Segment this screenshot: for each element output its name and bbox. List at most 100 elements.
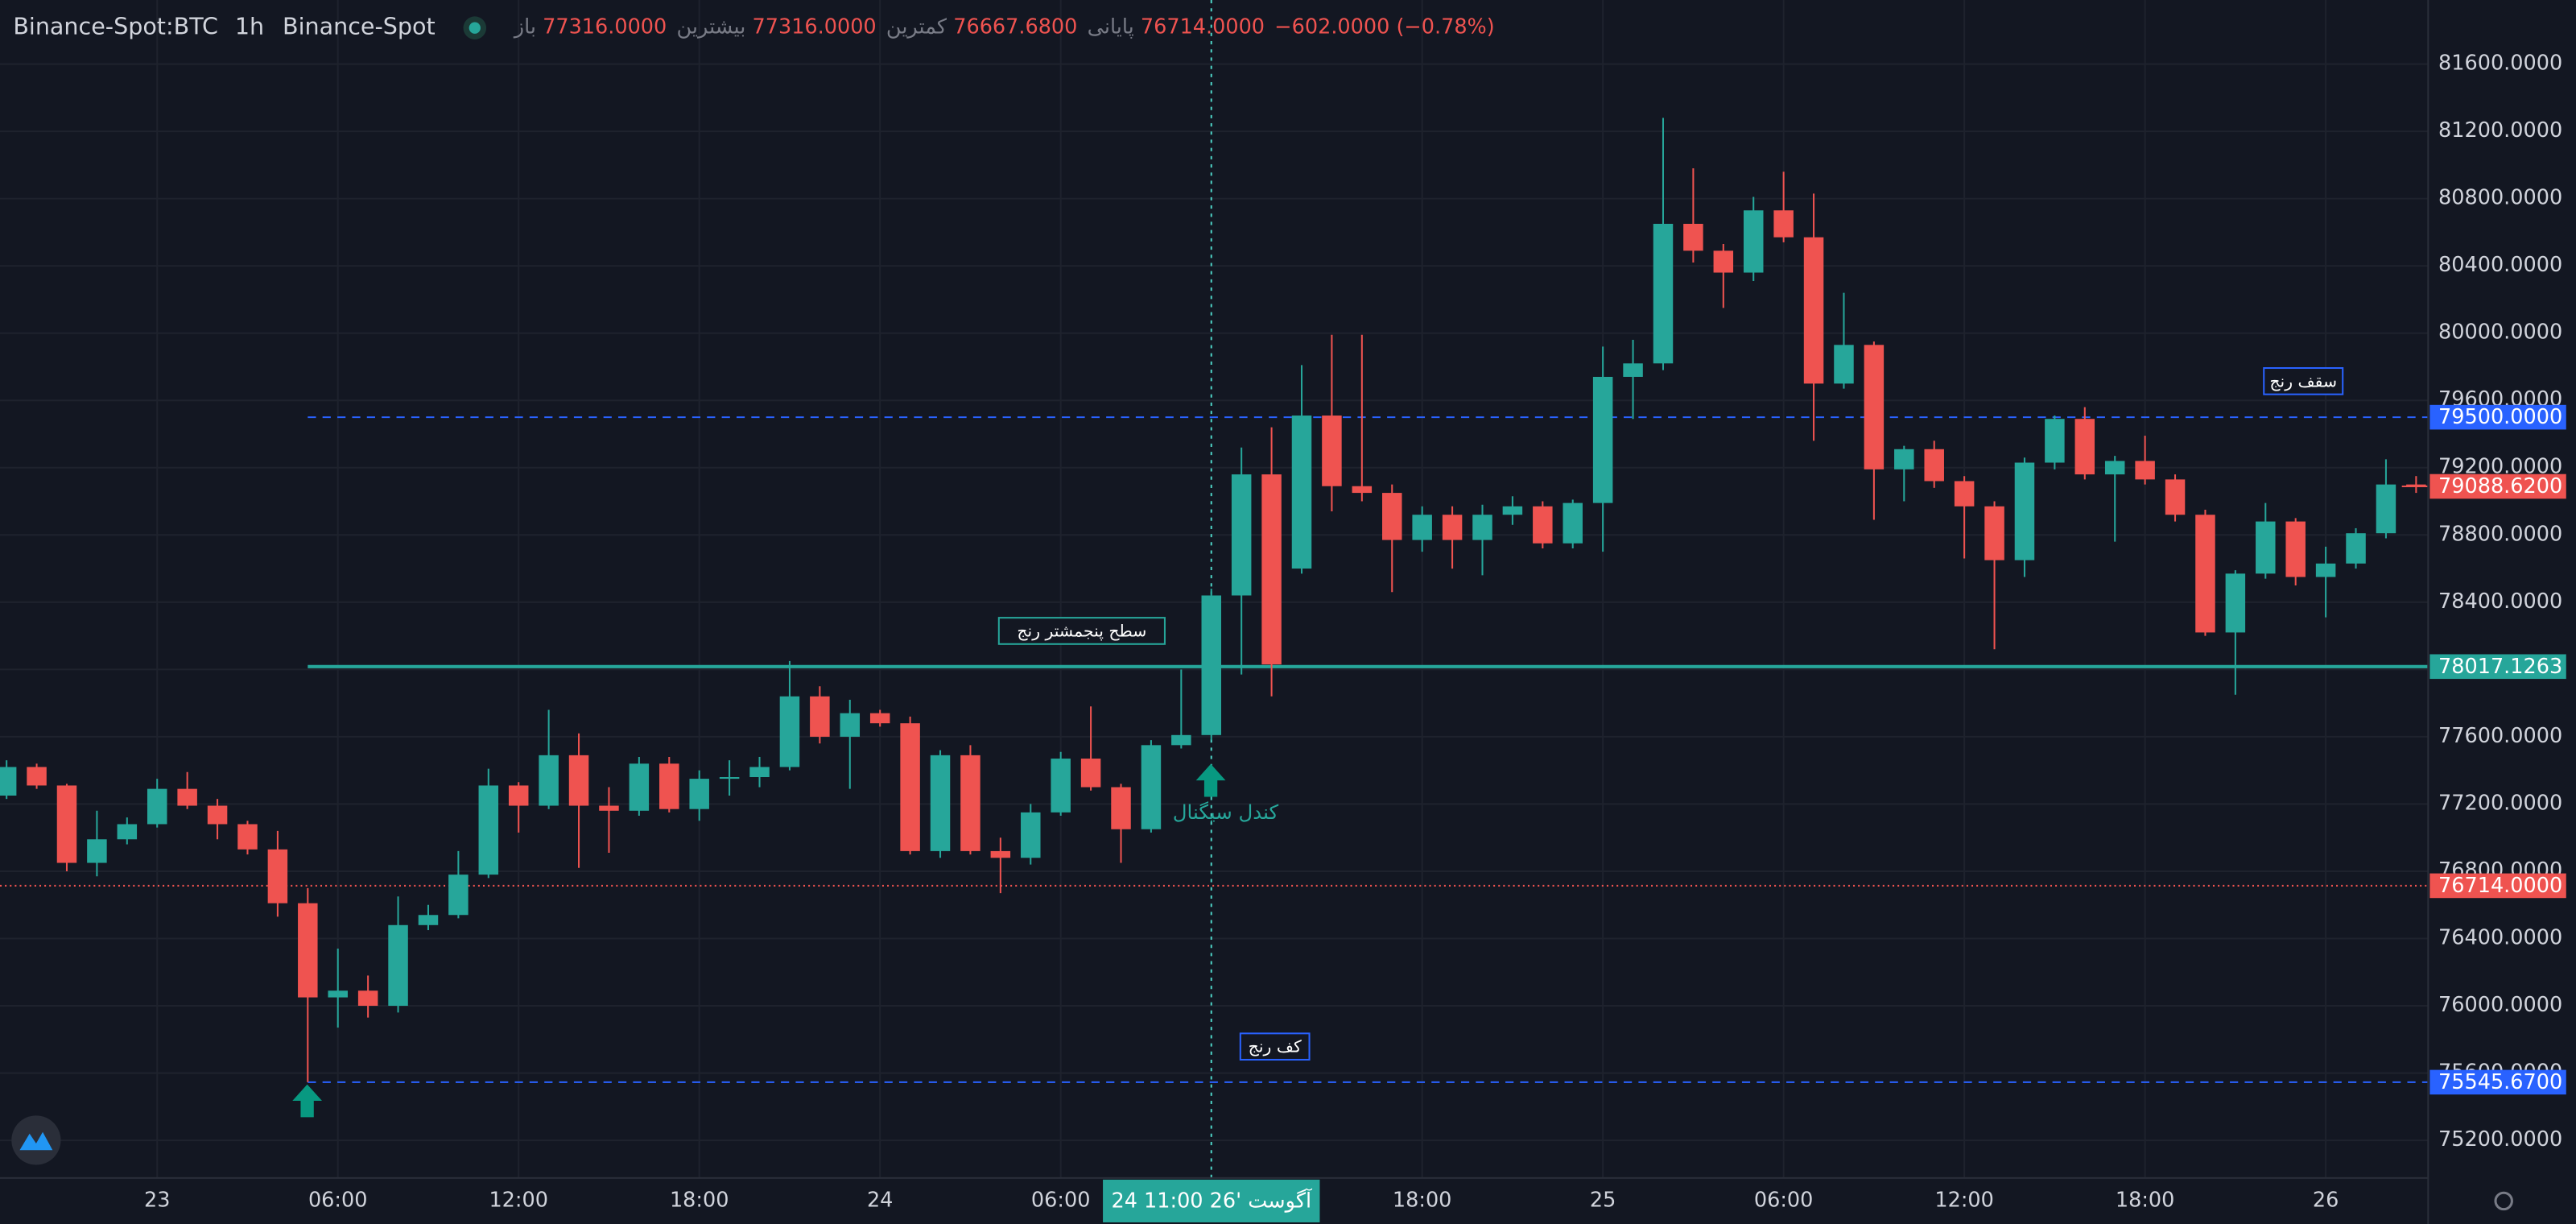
level-badge-text: 79500.0000: [2438, 405, 2562, 429]
level-badge-text: 75545.6700: [2438, 1070, 2562, 1094]
candle-body: [1924, 449, 1944, 482]
annotation-box[interactable]: [1239, 1032, 1311, 1061]
candle-body: [1291, 416, 1312, 569]
x-tick-label: 18:00: [670, 1188, 729, 1212]
candle-body: [1412, 515, 1432, 540]
exchange: Binance-Spot: [283, 13, 436, 40]
level-badge: [2429, 404, 2566, 430]
candle-body: [990, 850, 1011, 858]
crosshair-badge: [1103, 1179, 1320, 1222]
candle-body: [1743, 210, 1764, 273]
candle-body: [1261, 474, 1282, 665]
candle-body: [1623, 363, 1643, 377]
status-dot: [469, 22, 481, 34]
candle-body: [749, 767, 770, 778]
x-tick-label: 06:00: [1031, 1188, 1091, 1212]
candle-body: [2135, 461, 2155, 480]
candle-body: [960, 755, 980, 851]
candle-body: [177, 788, 197, 806]
candle-body: [2406, 484, 2426, 487]
candle-body: [117, 824, 138, 840]
x-tick-label: 18:00: [1393, 1188, 1452, 1212]
candle-body: [147, 788, 167, 825]
candle-body: [237, 824, 258, 850]
y-tick-label: 77200.0000: [2438, 791, 2562, 815]
candle-body: [418, 915, 439, 925]
candle-body: [56, 785, 77, 863]
logo[interactable]: [11, 1115, 61, 1165]
candle-body: [1533, 506, 1553, 544]
annotation-box[interactable]: [997, 617, 1166, 645]
candle-body: [689, 779, 709, 809]
candle-body: [448, 875, 469, 916]
candle-body: [1021, 812, 1041, 858]
level-badge: [2429, 1069, 2566, 1095]
candle-body: [1984, 506, 2004, 560]
level-badge-text: 78017.1263: [2438, 655, 2562, 679]
annotation-box[interactable]: [2263, 367, 2344, 395]
y-tick-label: 78800.0000: [2438, 522, 2562, 546]
candle-body: [328, 990, 348, 998]
legend-label: بیشترین: [677, 15, 746, 39]
interval: 1h: [235, 13, 264, 40]
symbol: Binance-Spot:BTC: [13, 13, 218, 40]
candle-body: [1954, 481, 1975, 507]
candle-body: [388, 924, 408, 1007]
candle-body: [810, 696, 830, 737]
candle-body: [1563, 502, 1583, 544]
x-tick-label: 06:00: [1754, 1188, 1814, 1212]
candle-body: [659, 763, 679, 809]
candle-body: [2225, 573, 2246, 633]
x-tick-label: 12:00: [1934, 1188, 1994, 1212]
candle-body: [1592, 376, 1613, 503]
candle-body: [1111, 787, 1131, 829]
candle-body: [27, 767, 47, 786]
candle-body: [1502, 506, 1523, 515]
candle-body: [1442, 515, 1463, 540]
legend-label: پایانی: [1088, 15, 1134, 39]
y-tick-label: 81200.0000: [2438, 118, 2562, 143]
candle-body: [2195, 515, 2215, 633]
candle-body: [1803, 237, 1824, 384]
candle-body: [1894, 449, 1914, 469]
level-badge: [2429, 654, 2566, 680]
candle-body: [1201, 595, 1222, 735]
candle-body: [2346, 533, 2366, 564]
candle-body: [1653, 223, 1674, 364]
x-tick-label: 12:00: [489, 1188, 548, 1212]
candle-body: [0, 767, 17, 796]
y-tick-label: 75200.0000: [2438, 1127, 2562, 1152]
y-tick-label: 77600.0000: [2438, 724, 2562, 748]
legend-label: کمترین: [886, 15, 947, 39]
legend-value: 77316.0000: [753, 15, 877, 39]
legend-value: 76714.0000: [1141, 15, 1265, 39]
candle-body: [1352, 486, 1373, 494]
candle-body: [87, 839, 107, 863]
candle-body: [930, 755, 951, 851]
candle-body: [1472, 515, 1492, 540]
candle-body: [1051, 759, 1071, 813]
y-tick-label: 78400.0000: [2438, 589, 2562, 614]
candle-body: [298, 903, 318, 998]
candle-body: [1382, 493, 1402, 540]
settings-icon[interactable]: [2494, 1191, 2513, 1211]
up-arrow[interactable]: [1195, 763, 1226, 797]
candle-body: [1080, 759, 1101, 788]
annotation-text: سقف رنج: [2269, 371, 2337, 391]
candle-body: [2376, 484, 2396, 534]
candle-body: [1864, 345, 1885, 469]
y-tick-label: 80400.0000: [2438, 253, 2562, 277]
legend-label: باز: [513, 15, 536, 39]
candle-body: [629, 763, 650, 811]
candle-body: [2165, 479, 2186, 515]
candle-body: [207, 805, 228, 825]
logo-icon: [19, 1131, 53, 1151]
candle-body: [2045, 419, 2065, 463]
candle-body: [568, 755, 589, 806]
level-badge: [2429, 873, 2566, 899]
last-price-badge-text: 79088.6200: [2438, 474, 2562, 498]
candle-body: [539, 755, 559, 806]
